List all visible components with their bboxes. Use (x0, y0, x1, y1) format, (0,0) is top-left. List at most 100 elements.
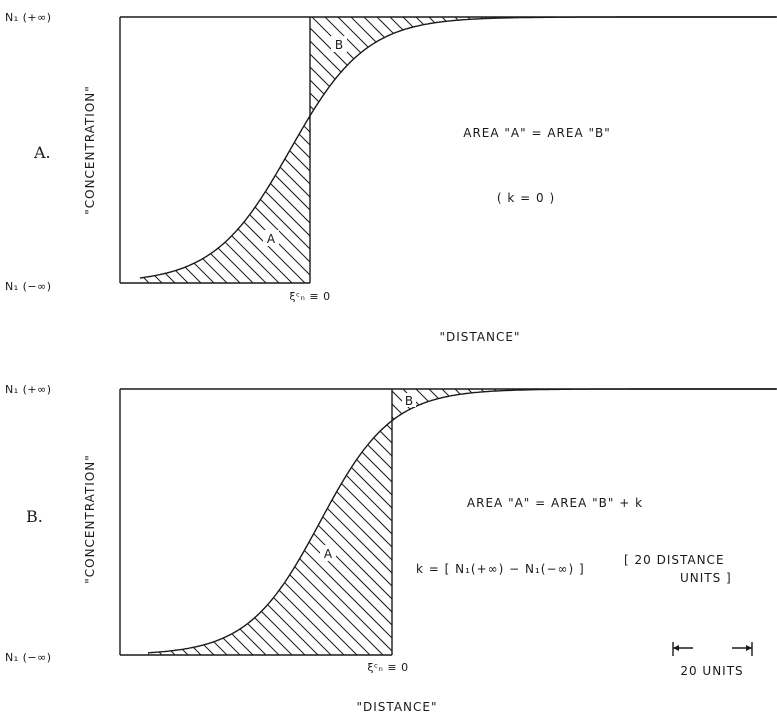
hatch-line (666, 379, 777, 665)
hatch-line (353, 420, 392, 655)
hatch-line (509, 17, 777, 116)
scale-bar-right-arrowhead (746, 645, 752, 651)
hatch-line (652, 17, 777, 116)
hatch-line (197, 420, 392, 655)
hatch-line (310, 17, 524, 116)
hatch-line (366, 17, 654, 116)
hatch-line (769, 389, 777, 421)
hatch-line (310, 17, 563, 116)
hatch-line (392, 389, 628, 421)
hatch-line (393, 7, 679, 293)
panel-a-y-top-label: N₁ (+∞) (5, 11, 52, 24)
hatch-line (536, 379, 777, 665)
hatch-line (310, 17, 511, 116)
hatch-line (613, 389, 777, 421)
hatch-line (627, 379, 777, 665)
hatch-line (457, 17, 745, 116)
hatch-line (510, 379, 777, 665)
hatch-line (692, 379, 777, 665)
hatch-line (392, 17, 680, 116)
hatch-line (0, 379, 133, 665)
hatch-line (0, 7, 146, 293)
hatch-line (210, 420, 392, 655)
hatch-line (249, 420, 392, 655)
hatch-line (314, 420, 392, 655)
hatch-line (262, 420, 392, 655)
hatch-line (0, 7, 3, 293)
panel-b-area-b-bg (402, 393, 416, 407)
hatch-line (431, 17, 719, 116)
panel-a-equation-2: ( k = 0 ) (497, 191, 555, 205)
hatch-line (158, 420, 392, 655)
hatch-line (444, 389, 732, 421)
hatch-line (717, 17, 777, 116)
hatch-line (392, 389, 459, 421)
hatch-line (678, 17, 777, 116)
hatch-line (0, 379, 29, 665)
panel-a-equation-1: AREA "A" = AREA "B" (463, 126, 611, 140)
hatch-line (148, 420, 392, 655)
hatch-line (601, 379, 777, 665)
hatch-line (704, 17, 777, 116)
hatch-line (561, 389, 777, 421)
hatch-line (574, 389, 777, 421)
hatch-line (549, 7, 777, 293)
hatch-line (392, 389, 667, 421)
hatch-line (718, 379, 777, 665)
hatch-line (0, 379, 120, 665)
hatch-line (0, 7, 211, 293)
hatch-line (666, 7, 777, 293)
hatch-line (470, 17, 758, 116)
hatch-line (458, 7, 744, 293)
panel-b-scale-bar: 20 UNITS (672, 642, 753, 678)
hatch-line (0, 379, 3, 665)
hatch-line (236, 115, 310, 283)
hatch-line (730, 17, 777, 116)
hatch-line (367, 7, 653, 293)
hatch-line (310, 17, 498, 116)
panel-a-concentration-curve (139, 16, 776, 279)
hatch-line (310, 17, 550, 116)
panel-b-equation-2: k = [ N₁(+∞) − N₁(−∞) ] (416, 562, 585, 576)
hatch-line (653, 7, 777, 293)
hatch-line (731, 379, 777, 665)
hatch-line (0, 7, 16, 293)
hatch-line (691, 389, 777, 421)
hatch-line (0, 379, 146, 665)
hatch-line (614, 379, 777, 665)
hatch-line (757, 379, 777, 665)
hatch-line (0, 7, 120, 293)
hatch-line (392, 389, 615, 421)
hatch-line (600, 17, 777, 116)
hatch-line (354, 7, 640, 293)
hatch-line (601, 7, 777, 293)
hatch-line (731, 7, 777, 293)
hatch-line (587, 389, 777, 421)
hatch-line (148, 420, 381, 655)
hatch-line (432, 379, 718, 665)
hatch-line (639, 389, 777, 421)
hatch-line (705, 379, 777, 665)
hatch-line (148, 420, 160, 655)
hatch-line (0, 7, 198, 293)
panel-a-y-axis-label: "CONCENTRATION" (83, 85, 97, 215)
hatch-line (679, 7, 777, 293)
hatch-line (310, 17, 407, 116)
hatch-line (310, 17, 394, 116)
hatch-line (140, 115, 199, 283)
hatch-line (140, 115, 310, 283)
hatch-line (471, 379, 757, 665)
hatch-line (392, 389, 550, 421)
panel-a-boundary-label: ξᶜₙ ≡ 0 (289, 290, 330, 303)
hatch-line (704, 389, 777, 421)
hatch-line (418, 17, 706, 116)
hatch-line (536, 7, 777, 293)
hatch-line (288, 420, 392, 655)
panel-b-scale-label: 20 UNITS (680, 664, 743, 678)
hatch-line (561, 17, 777, 116)
hatch-line (718, 7, 777, 293)
hatch-line (340, 420, 392, 655)
hatch-line (392, 389, 537, 421)
hatch-line (640, 379, 777, 665)
